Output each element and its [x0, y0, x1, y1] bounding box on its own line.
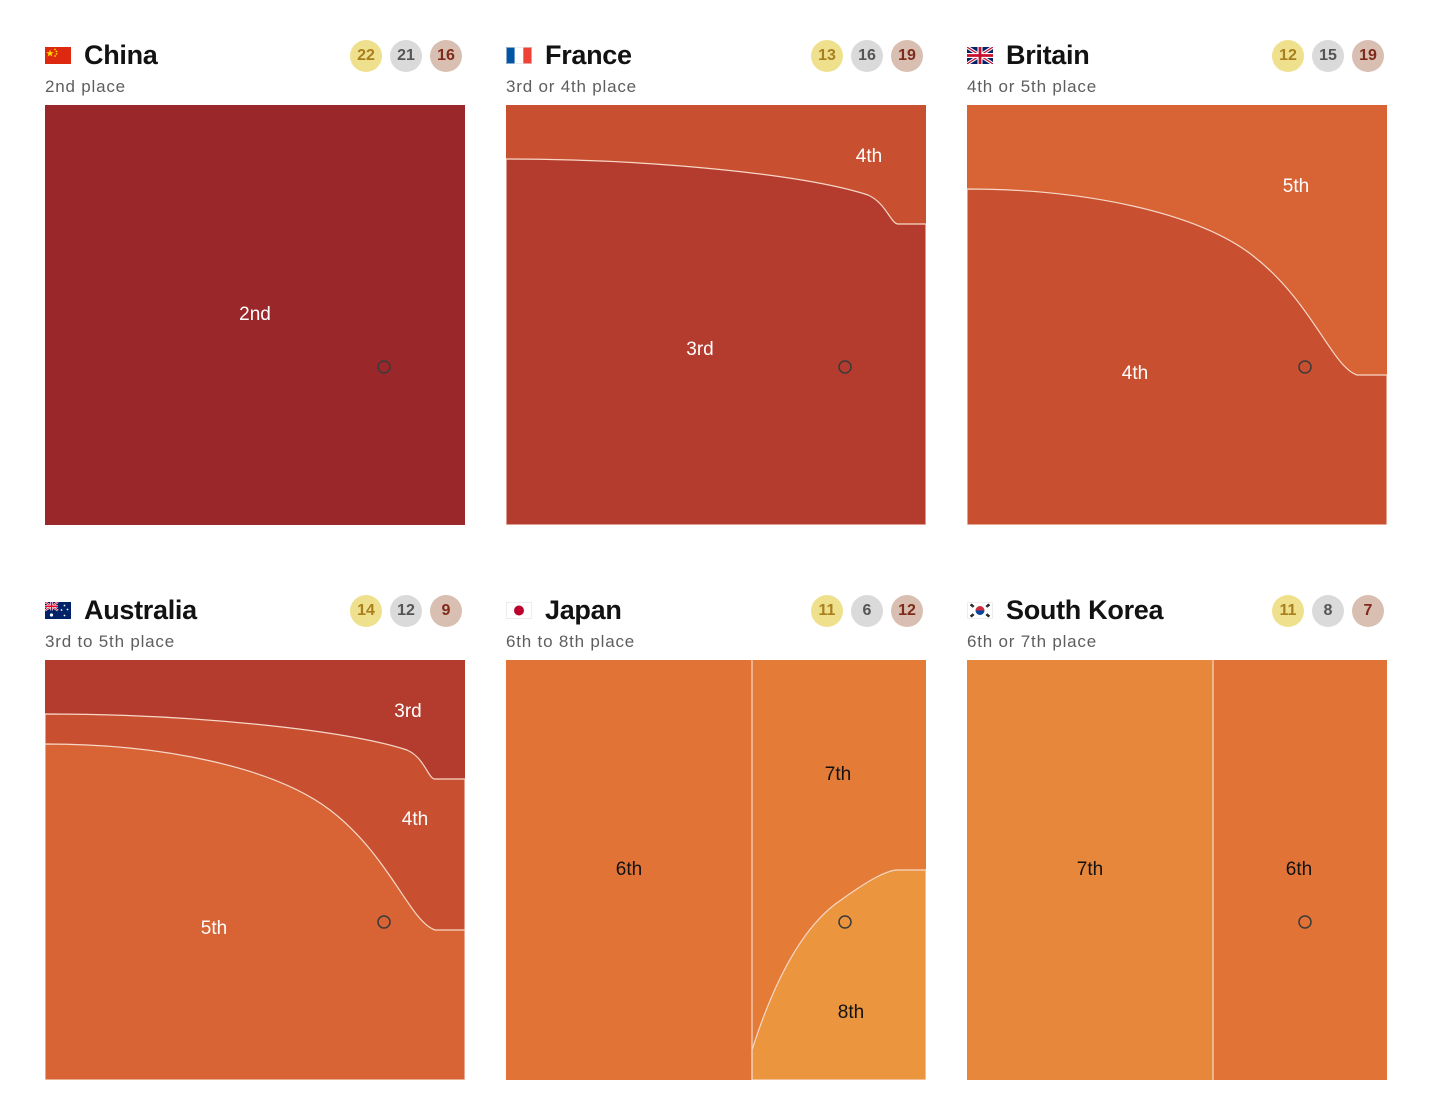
- region-2nd: [45, 105, 465, 525]
- country-panel-south-korea: South Korea 6th or 7th place 11 8 7 7th …: [967, 593, 1387, 1080]
- country-name: France: [545, 40, 632, 70]
- current-position-marker: [1298, 915, 1312, 929]
- place-range: 6th or 7th place: [967, 632, 1097, 651]
- bronze-medal-count: 19: [1352, 40, 1384, 72]
- silver-medal-count: 21: [390, 40, 422, 72]
- country-panel-australia: Australia 3rd to 5th place 14 12 9 3rd 4…: [45, 593, 465, 1080]
- country-name: Britain: [1006, 40, 1090, 70]
- panel-header: South Korea 6th or 7th place 11 8 7: [967, 593, 1387, 660]
- region-label-8th: 8th: [838, 1002, 864, 1023]
- current-position-marker: [838, 360, 852, 374]
- silver-medal-count: 15: [1312, 40, 1344, 72]
- gold-medal-count: 11: [811, 595, 843, 627]
- region-label-5th: 5th: [201, 918, 227, 939]
- gold-medal-count: 11: [1272, 595, 1304, 627]
- country-name: China: [84, 40, 158, 70]
- place-range: 4th or 5th place: [967, 77, 1097, 96]
- medal-counts: 22 21 16: [350, 40, 462, 72]
- region-4th: [967, 188, 1387, 525]
- region-label-3rd: 3rd: [394, 701, 421, 722]
- medal-counts: 13 16 19: [811, 40, 923, 72]
- region-7th: [967, 660, 1213, 1080]
- current-position-marker: [1298, 360, 1312, 374]
- place-range: 2nd place: [45, 77, 126, 96]
- country-name: South Korea: [1006, 595, 1164, 625]
- china-flag-icon: [45, 47, 71, 64]
- region-label-7th: 7th: [1077, 859, 1103, 880]
- region-label-4th: 4th: [1122, 363, 1148, 384]
- country-panel-china: China 2nd place 22 21 16 2nd: [45, 38, 465, 525]
- region-label-6th: 6th: [1286, 859, 1312, 880]
- medal-counts: 11 8 7: [1272, 595, 1384, 627]
- gold-medal-count: 13: [811, 40, 843, 72]
- japan-flag-icon: [506, 602, 532, 619]
- panel-header: Britain 4th or 5th place 12 15 19: [967, 38, 1387, 105]
- outcome-area-chart: 6th 7th 8th: [506, 660, 926, 1080]
- region-label-6th: 6th: [616, 859, 642, 880]
- region-8th: [751, 869, 926, 1080]
- britain-flag-icon: [967, 47, 993, 64]
- place-range: 6th to 8th place: [506, 632, 636, 651]
- current-position-marker: [377, 915, 391, 929]
- region-label-2nd: 2nd: [239, 304, 271, 325]
- outcome-area-chart: 4th 3rd: [506, 105, 926, 525]
- medal-counts: 11 6 12: [811, 595, 923, 627]
- gold-medal-count: 12: [1272, 40, 1304, 72]
- country-panel-japan: Japan 6th to 8th place 11 6 12 6th 7th 8…: [506, 593, 926, 1080]
- gold-medal-count: 14: [350, 595, 382, 627]
- outcome-area-chart: 2nd: [45, 105, 465, 525]
- current-position-marker: [838, 915, 852, 929]
- region-6th: [1213, 660, 1387, 1080]
- country-name: Japan: [545, 595, 622, 625]
- place-range: 3rd or 4th place: [506, 77, 637, 96]
- outcome-area-chart: 7th 6th: [967, 660, 1387, 1080]
- south-korea-flag-icon: [967, 602, 993, 619]
- bronze-medal-count: 19: [891, 40, 923, 72]
- outcome-area-chart: 5th 4th: [967, 105, 1387, 525]
- region-label-5th: 5th: [1283, 176, 1309, 197]
- gold-medal-count: 22: [350, 40, 382, 72]
- outcome-area-chart: 3rd 4th 5th: [45, 660, 465, 1080]
- panel-header: France 3rd or 4th place 13 16 19: [506, 38, 926, 105]
- region-label-4th: 4th: [402, 809, 428, 830]
- panel-header: Australia 3rd to 5th place 14 12 9: [45, 593, 465, 660]
- region-3rd: [506, 158, 926, 525]
- bronze-medal-count: 7: [1352, 595, 1384, 627]
- australia-flag-icon: [45, 602, 71, 619]
- medal-counts: 12 15 19: [1272, 40, 1384, 72]
- silver-medal-count: 8: [1312, 595, 1344, 627]
- silver-medal-count: 6: [851, 595, 883, 627]
- bronze-medal-count: 9: [430, 595, 462, 627]
- region-5th: [45, 743, 465, 1080]
- region-label-4th: 4th: [856, 146, 882, 167]
- region-label-7th: 7th: [825, 764, 851, 785]
- current-position-marker: [377, 360, 391, 374]
- country-panel-britain: Britain 4th or 5th place 12 15 19 5th 4t…: [967, 38, 1387, 525]
- france-flag-icon: [506, 47, 532, 64]
- panel-header: Japan 6th to 8th place 11 6 12: [506, 593, 926, 660]
- panel-header: China 2nd place 22 21 16: [45, 38, 465, 105]
- bronze-medal-count: 12: [891, 595, 923, 627]
- country-panel-france: France 3rd or 4th place 13 16 19 4th 3rd: [506, 38, 926, 525]
- silver-medal-count: 16: [851, 40, 883, 72]
- country-name: Australia: [84, 595, 197, 625]
- medal-counts: 14 12 9: [350, 595, 462, 627]
- region-label-3rd: 3rd: [686, 339, 713, 360]
- silver-medal-count: 12: [390, 595, 422, 627]
- bronze-medal-count: 16: [430, 40, 462, 72]
- place-range: 3rd to 5th place: [45, 632, 175, 651]
